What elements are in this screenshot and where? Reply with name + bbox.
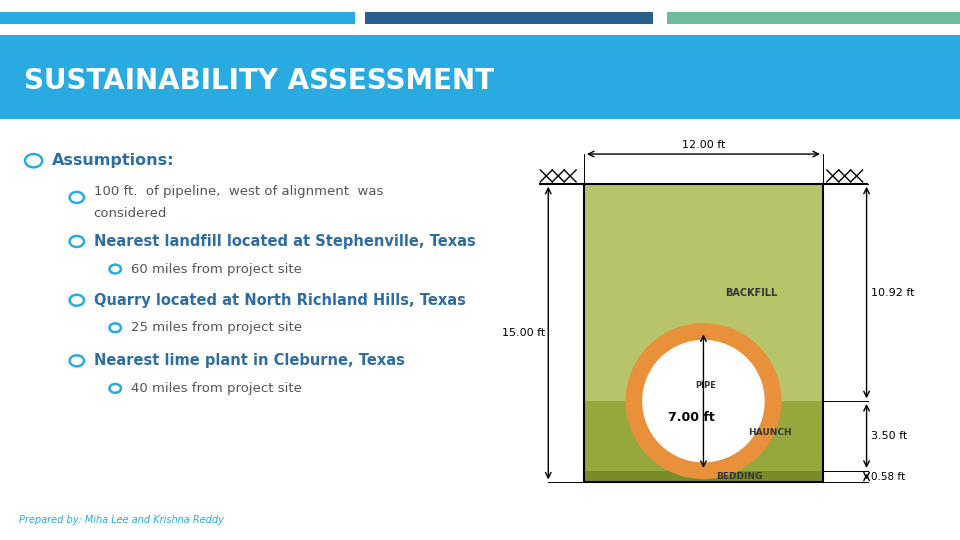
Text: 60 miles from project site: 60 miles from project site <box>131 262 301 275</box>
Text: BACKFILL: BACKFILL <box>725 287 778 298</box>
Text: BEDDING: BEDDING <box>716 472 762 481</box>
Bar <box>584 401 823 471</box>
Bar <box>584 471 823 482</box>
Text: 12.00 ft: 12.00 ft <box>682 140 725 150</box>
Bar <box>584 184 823 401</box>
Text: Assumptions:: Assumptions: <box>52 153 175 168</box>
Text: 3.50 ft: 3.50 ft <box>871 431 907 441</box>
Text: Quarry located at North Richland Hills, Texas: Quarry located at North Richland Hills, … <box>94 293 466 308</box>
Text: PIPE: PIPE <box>695 381 716 390</box>
Bar <box>584 184 823 482</box>
Circle shape <box>627 325 780 478</box>
Text: 100 ft.  of pipeline,  west of alignment  was: 100 ft. of pipeline, west of alignment w… <box>94 185 383 198</box>
Text: 15.00 ft: 15.00 ft <box>502 328 545 338</box>
Text: 25 miles from project site: 25 miles from project site <box>131 321 301 334</box>
Text: SUSTAINABILITY ASSESSMENT: SUSTAINABILITY ASSESSMENT <box>24 67 494 95</box>
Text: 40 miles from project site: 40 miles from project site <box>131 382 301 395</box>
Text: Prepared by: Miha Lee and Krishna Reddy: Prepared by: Miha Lee and Krishna Reddy <box>19 515 224 525</box>
Text: considered: considered <box>94 207 167 220</box>
Text: Nearest lime plant in Cleburne, Texas: Nearest lime plant in Cleburne, Texas <box>94 353 404 368</box>
Text: 0.58 ft: 0.58 ft <box>871 471 904 482</box>
Text: 7.00 ft: 7.00 ft <box>668 411 715 424</box>
Circle shape <box>640 339 766 464</box>
Text: Nearest landfill located at Stephenville, Texas: Nearest landfill located at Stephenville… <box>94 234 475 249</box>
Text: 10.92 ft: 10.92 ft <box>871 287 914 298</box>
Text: HAUNCH: HAUNCH <box>749 428 792 437</box>
